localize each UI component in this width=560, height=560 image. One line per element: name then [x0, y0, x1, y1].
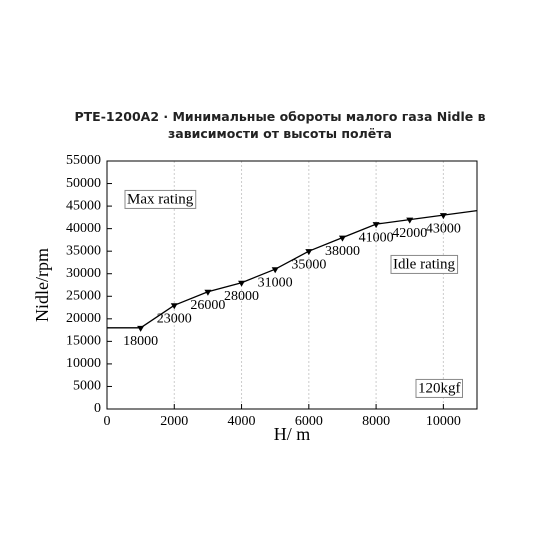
y-tick-label: 20000: [66, 311, 101, 326]
x-tick-label: 4000: [228, 414, 256, 429]
y-tick-label: 30000: [66, 266, 101, 281]
annotation-box: [415, 378, 463, 398]
marker: [338, 235, 346, 242]
x-tick-label: 2000: [160, 414, 188, 429]
y-tick-label: 55000: [66, 153, 101, 168]
data-label: 41000: [359, 230, 394, 245]
y-tick-label: 15000: [66, 334, 101, 349]
annotation-box: [124, 189, 197, 209]
y-tick-label: 25000: [66, 288, 101, 303]
data-label: 26000: [190, 298, 225, 313]
y-tick-label: 50000: [66, 176, 101, 191]
marker: [406, 217, 414, 224]
y-axis-label: Nidle/rpm: [32, 248, 52, 322]
x-tick-label: 0: [104, 414, 111, 429]
annotation: Max rating: [127, 191, 194, 207]
data-label: 28000: [224, 289, 259, 304]
data-label: 42000: [392, 226, 427, 241]
x-tick-label: 6000: [295, 414, 323, 429]
marker: [137, 325, 145, 332]
annotation: Idle rating: [393, 256, 456, 272]
data-label: 43000: [426, 221, 461, 236]
data-label: 31000: [258, 275, 293, 290]
chart-title: PTE-1200A2 · Минимальные обороты малого …: [74, 109, 486, 141]
line: [107, 209, 478, 329]
marker: [204, 289, 212, 296]
y-tick-label: 0: [94, 401, 101, 416]
y-tick-label: 5000: [73, 379, 101, 394]
data-label: 18000: [123, 334, 158, 349]
y-tick-label: 40000: [66, 221, 101, 236]
data-label: 23000: [157, 312, 192, 327]
annotation-box: [390, 254, 459, 274]
marker: [439, 213, 447, 220]
y-tick-label: 10000: [66, 356, 101, 371]
x-tick-label: 8000: [362, 414, 390, 429]
y-tick-label: 45000: [66, 198, 101, 213]
plot-frame: [106, 160, 478, 410]
x-axis-label: H/ m: [274, 424, 311, 444]
marker: [170, 303, 178, 310]
data-label: 35000: [291, 257, 326, 272]
y-tick-label: 35000: [66, 243, 101, 258]
annotation: 120kgf: [418, 380, 461, 396]
marker: [271, 267, 279, 274]
marker: [305, 249, 313, 256]
marker: [238, 280, 246, 287]
x-tick-label: 10000: [426, 414, 461, 429]
data-label: 38000: [325, 244, 360, 259]
marker: [372, 222, 380, 229]
